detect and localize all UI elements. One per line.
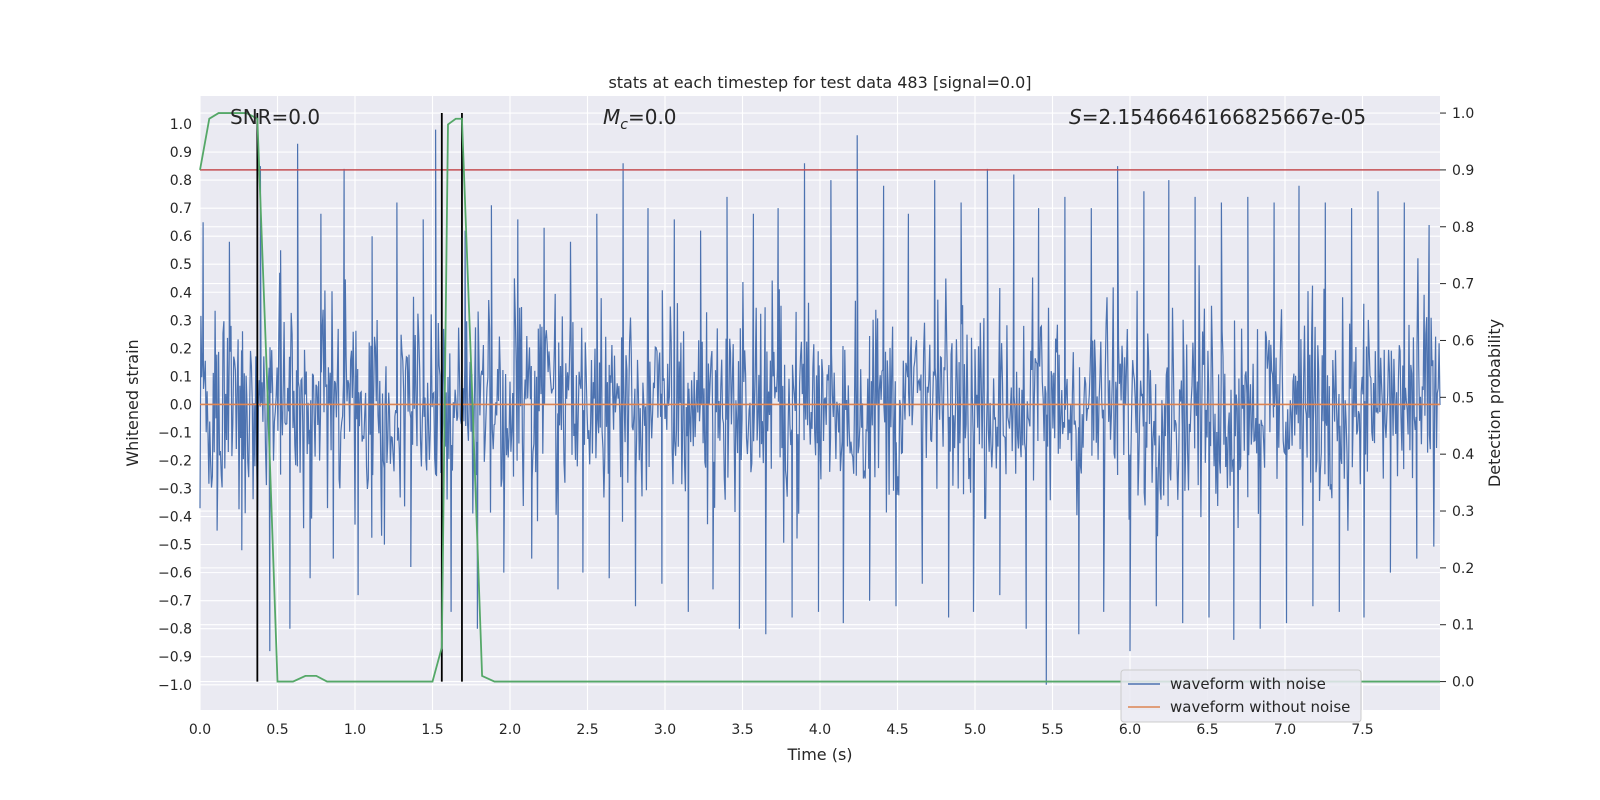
x-tick-label: 7.5 bbox=[1351, 722, 1373, 738]
y-left-tick-label: 0.6 bbox=[170, 229, 192, 245]
x-tick-label: 5.5 bbox=[1041, 722, 1063, 738]
chirp-mass-annotation: Mc=0.0 bbox=[603, 105, 677, 133]
y-left-tick-label: 0.8 bbox=[170, 173, 192, 189]
y-right-tick-label: 0.0 bbox=[1452, 675, 1474, 691]
mc-subscript: c bbox=[620, 117, 628, 133]
left-y-axis-label: Whitened strain bbox=[123, 339, 142, 466]
y-right-tick-label: 0.2 bbox=[1452, 561, 1474, 577]
y-right-tick-label: 0.9 bbox=[1452, 163, 1474, 179]
detection-probability-line bbox=[199, 112, 1440, 683]
right-y-axis: 0.0 0.1 0.2 0.3 0.4 0.5 0.6 0.7 0.8 0.9 1.0 bbox=[1440, 106, 1474, 691]
y-left-tick-label: −1.0 bbox=[158, 678, 192, 694]
y-right-tick-label: 0.8 bbox=[1452, 220, 1474, 236]
y-left-tick-label: 0.4 bbox=[170, 285, 192, 301]
waveform-with-noise-line bbox=[199, 129, 1441, 685]
y-left-tick-label: 0.2 bbox=[170, 341, 192, 357]
y-left-tick-label: −0.4 bbox=[158, 510, 192, 526]
y-left-tick-label: −0.1 bbox=[158, 425, 192, 441]
x-tick-label: 6.5 bbox=[1196, 722, 1218, 738]
y-left-tick-label: 0.9 bbox=[170, 145, 192, 161]
mc-symbol: M bbox=[603, 105, 620, 129]
y-left-tick-label: −0.8 bbox=[158, 622, 192, 638]
y-left-tick-label: −0.6 bbox=[158, 566, 192, 582]
y-left-tick-label: −0.2 bbox=[158, 453, 192, 469]
x-tick-label: 3.0 bbox=[654, 722, 676, 738]
y-left-tick-label: 0.3 bbox=[170, 313, 192, 329]
x-axis-label: Time (s) bbox=[786, 745, 852, 764]
x-tick-label: 3.5 bbox=[731, 722, 753, 738]
x-axis: 0.0 0.5 1.0 1.5 2.0 2.5 3.0 3.5 4.0 4.5 5.0 5.5 6.0 6… bbox=[189, 722, 1374, 738]
left-y-axis: −1.0 −0.9 −0.8 −0.7 −0.6 −0.5 −0.4 −0.3 −0.2 −0.1… bbox=[158, 117, 192, 694]
s-value: =2.1546646166825667e-05 bbox=[1082, 105, 1366, 129]
x-tick-label: 0.0 bbox=[189, 722, 211, 738]
x-tick-label: 5.0 bbox=[964, 722, 986, 738]
y-right-tick-label: 0.3 bbox=[1452, 504, 1474, 520]
legend-label-noise: waveform with noise bbox=[1170, 675, 1326, 693]
y-left-tick-label: 0.5 bbox=[170, 257, 192, 273]
y-left-tick-label: −0.5 bbox=[158, 538, 192, 554]
x-tick-label: 6.0 bbox=[1119, 722, 1141, 738]
series-layer bbox=[199, 112, 1441, 685]
x-tick-label: 0.5 bbox=[266, 722, 288, 738]
mc-value: =0.0 bbox=[628, 105, 677, 129]
x-tick-label: 2.0 bbox=[499, 722, 521, 738]
chart-title: stats at each timestep for test data 483… bbox=[608, 73, 1031, 92]
legend-box bbox=[1120, 669, 1362, 723]
y-left-tick-label: −0.3 bbox=[158, 482, 192, 498]
y-left-tick-label: 1.0 bbox=[170, 117, 192, 133]
y-right-tick-label: 0.1 bbox=[1452, 618, 1474, 634]
snr-statistic-annotation: S=2.1546646166825667e-05 bbox=[1069, 105, 1366, 129]
y-left-tick-label: 0.7 bbox=[170, 201, 192, 217]
y-left-tick-label: 0.0 bbox=[170, 397, 192, 413]
x-tick-label: 1.0 bbox=[344, 722, 366, 738]
y-right-tick-label: 0.7 bbox=[1452, 277, 1474, 293]
legend-label-clean: waveform without noise bbox=[1170, 698, 1350, 716]
y-left-tick-label: −0.7 bbox=[158, 594, 192, 610]
x-tick-label: 7.0 bbox=[1274, 722, 1296, 738]
x-tick-label: 2.5 bbox=[576, 722, 598, 738]
legend: waveform with noise waveform without noi… bbox=[1120, 669, 1362, 723]
y-left-tick-label: 0.1 bbox=[170, 369, 192, 385]
right-y-axis-label: Detection probability bbox=[1485, 319, 1504, 487]
x-tick-label: 4.0 bbox=[809, 722, 831, 738]
x-tick-label: 4.5 bbox=[886, 722, 908, 738]
y-right-tick-label: 0.4 bbox=[1452, 447, 1474, 463]
y-right-tick-label: 0.6 bbox=[1452, 333, 1474, 349]
x-tick-label: 1.5 bbox=[421, 722, 443, 738]
y-left-tick-label: −0.9 bbox=[158, 650, 192, 666]
y-right-tick-label: 1.0 bbox=[1452, 106, 1474, 122]
y-right-tick-label: 0.5 bbox=[1452, 390, 1474, 406]
s-symbol: S bbox=[1069, 105, 1082, 129]
snr-annotation: SNR=0.0 bbox=[230, 105, 320, 129]
